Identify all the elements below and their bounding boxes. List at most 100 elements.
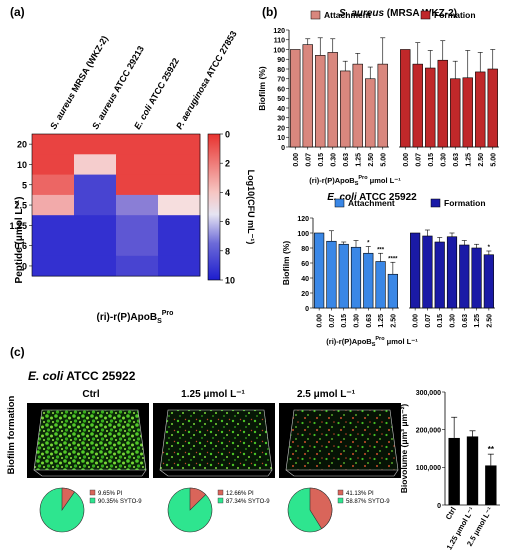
biovolume-y-tick-label: 100,000 (416, 465, 441, 472)
bar-formation (483, 254, 494, 309)
legend-label-attachment: Attachment (324, 10, 371, 20)
pie-legend-syto9: 90.35% SYTO-9 (98, 499, 142, 505)
heatmap-cell (74, 194, 117, 216)
pie-legend-pi: 9.65% PI (98, 491, 123, 497)
legend-swatch-formation (420, 10, 431, 20)
bar-formation (471, 247, 482, 309)
condition-label-1-25: 1.25 μmol L⁻¹ (181, 389, 245, 400)
heatmap-column-label: E. coli ATCC 25922 (132, 56, 181, 131)
heatmap-cell (116, 154, 159, 175)
pie-slice-pi (309, 487, 333, 530)
x-tick-label: 0.15 (341, 314, 348, 328)
biovolume-bar (448, 437, 460, 505)
colorbar-tick-label: 0 (225, 130, 230, 140)
pie-legend-swatch-pi (217, 489, 224, 496)
pie-legend-pi: 41.13% PI (346, 491, 374, 497)
y-tick-label: 90 (277, 57, 285, 64)
panel-c-title: E. coli ATCC 25922 (28, 369, 136, 383)
biovolume-bar (485, 465, 497, 505)
bar-formation (410, 232, 421, 309)
heatmap-row-label: 20 (17, 140, 27, 150)
x-tick-label: 0.00 (317, 314, 324, 328)
x-tick-label: 1.25 (355, 153, 362, 167)
bar-formation (462, 77, 473, 148)
colorbar-tick-label: 10 (225, 276, 235, 286)
x-tick-label: 0.00 (293, 153, 300, 167)
x-tick-label: 0.63 (343, 153, 350, 167)
x-tick-label: 2.50 (486, 314, 493, 328)
heatmap-row-label: 0 (22, 261, 27, 271)
x-tick-label: 0.63 (462, 314, 469, 328)
micrograph-1-25 (153, 403, 275, 478)
micrograph-2-5 (279, 403, 401, 478)
heatmap-row-label: 10 (17, 160, 27, 170)
y-axis-label: Biofilm (%) (281, 241, 291, 286)
pie-slice-pi (189, 487, 207, 511)
pie-legend-swatch-syto9 (89, 497, 96, 504)
y-tick-label: 100 (273, 47, 285, 54)
biovolume-chart: 0 100,000 200,000 300,000 Biovolume (μm³ μm⁻… (399, 390, 500, 550)
heatmap-cell (32, 174, 75, 196)
heatmap-cell (158, 215, 201, 236)
bar-formation (412, 63, 423, 148)
x-tick-label: 5.00 (380, 153, 387, 167)
bar-attachment (326, 240, 337, 309)
bar-attachment (363, 252, 374, 309)
bar-attachment (340, 70, 351, 148)
heatmap-cell (116, 215, 159, 236)
bars-top-chart: 0 10 20 30 40 50 60 70 80 90 100 110 120 Biofilm (%) 0… (257, 10, 499, 187)
pie-legend-swatch-syto9 (217, 497, 224, 504)
y-tick-label: 40 (301, 276, 309, 283)
bar-attachment (352, 63, 363, 148)
pie-legend-swatch-pi (89, 489, 96, 496)
y-tick-label: 120 (297, 216, 309, 223)
pie-legend-syto9: 58.87% SYTO-9 (346, 499, 390, 505)
biovolume-x-tick-label: Ctrl (444, 506, 458, 522)
significance-mark: * (488, 245, 491, 251)
x-tick-label: 1.25 (378, 314, 385, 328)
bar-formation (437, 59, 448, 148)
panel-c-row-label: Biofilm formation (6, 395, 17, 474)
x-tick-label: 2.50 (390, 314, 397, 328)
x-tick-label: 0.07 (415, 153, 422, 167)
heatmap-cell (116, 235, 159, 257)
y-tick-label: 0 (305, 306, 309, 313)
bar-attachment (387, 273, 398, 309)
heatmap-cell (74, 215, 117, 236)
biovolume-y-label: Biovolume (μm³ μm⁻²) (399, 404, 409, 494)
legend-swatch-attachment (334, 198, 345, 208)
bar-attachment (338, 243, 349, 309)
heatmap-cell (32, 154, 75, 175)
biovolume-y-tick-label: 300,000 (416, 390, 441, 397)
pie-charts: 9.65% PI 90.35% SYTO-9 12.66% PI 87.34% SYT… (39, 487, 390, 533)
y-tick-label: 20 (277, 125, 285, 132)
x-tick-label: 0.30 (450, 314, 457, 328)
heatmap-column-labels: S. aureus MRSA (WKZ-2)S. aureus ATCC 292… (48, 29, 239, 131)
colorbar-label: Log10(CFU mL⁻¹) (246, 170, 256, 245)
x-tick-label: 5.00 (490, 153, 497, 167)
legend-label-formation: Formation (434, 10, 476, 20)
colorbar-tick-label: 2 (225, 159, 230, 169)
x-tick-label: 0.07 (305, 153, 312, 167)
x-tick-label: 1.25 (465, 153, 472, 167)
biovolume-significance: ** (488, 445, 495, 454)
bar-attachment (302, 44, 313, 148)
bar-formation (425, 67, 436, 148)
colorbar-tick-label: 6 (225, 217, 230, 227)
heatmap-cell (158, 255, 201, 277)
panel-label-b: (b) (262, 5, 277, 19)
micrograph-ctrl (27, 403, 149, 478)
legend-swatch-attachment (310, 10, 321, 20)
heatmap-cell (32, 255, 75, 277)
heatmap-cell (74, 174, 117, 196)
significance-mark: *** (377, 247, 385, 253)
x-tick-label: 2.50 (478, 153, 485, 167)
x-tick-label: 0.30 (440, 153, 447, 167)
y-tick-label: 10 (277, 135, 285, 142)
heatmap-row-label: 1.25 (9, 221, 27, 231)
heatmap-row-label: 5 (22, 180, 27, 190)
bar-attachment (315, 55, 326, 148)
y-tick-label: 80 (277, 67, 285, 74)
bars-top-title: S. aureus (MRSA WKZ-2) (339, 8, 457, 19)
